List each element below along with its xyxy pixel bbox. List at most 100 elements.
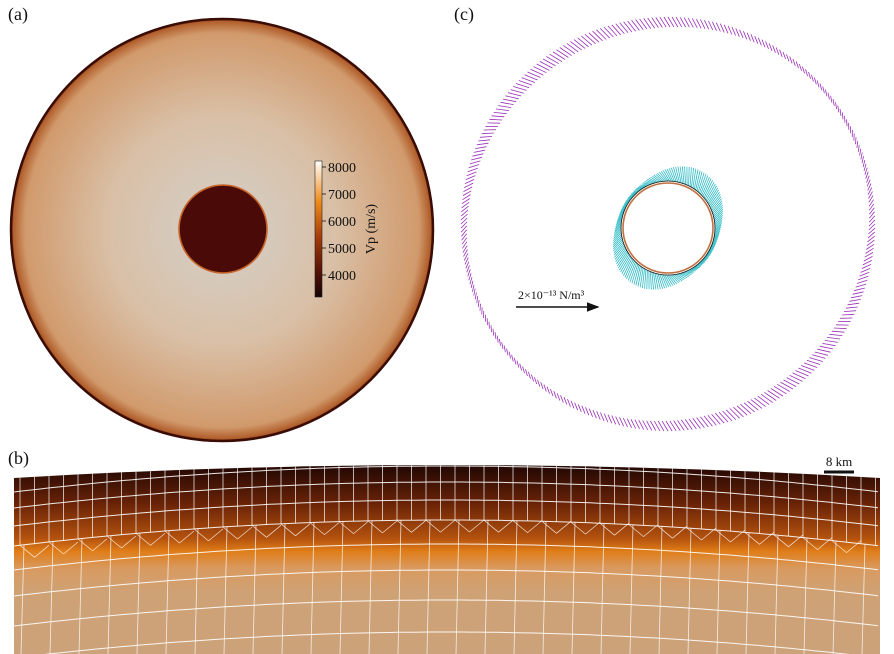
inner-force-vector [675,273,684,281]
outer-force-vector [683,17,690,28]
outer-force-vector [650,420,657,431]
colorbar-tick-label: 5000 [328,242,356,257]
outer-force-vector [786,377,800,385]
outer-force-vector [829,333,843,336]
inner-force-vector [627,195,635,199]
inner-force-vector [635,188,642,191]
outer-force-vector [611,24,621,36]
inner-force-vector [658,171,667,182]
inner-force-vector [632,190,640,193]
inner-force-vector [714,221,723,229]
inner-force-vector [694,265,701,268]
mesh-transition-line [469,519,485,533]
mesh-transition-line [440,519,456,533]
outer-force-vector [795,61,799,69]
inner-force-vector [624,259,634,278]
inner-force-vector [613,227,622,235]
outer-force-vector [505,95,519,100]
inner-force-vector [714,217,723,225]
mesh-transition-line [34,545,50,558]
inner-force-vector [700,259,707,263]
outer-force-vector [795,370,809,377]
inner-force-vector [613,232,622,241]
outer-force-vector [506,348,509,356]
inner-force-vector [687,270,695,273]
inner-force-vectors [612,166,724,290]
mesh-transition-line [382,520,398,534]
outer-force-vector [607,25,618,37]
outer-force-vector [837,105,840,113]
inner-force-vector [691,167,694,188]
scale-bar: 8 km [824,454,854,474]
outer-force-vector [764,392,777,401]
outer-force-vector [715,412,725,424]
inner-force-vector [645,180,654,184]
inner-force-vector [714,226,722,234]
inner-force-vector [714,219,723,227]
outer-force-vector [502,98,517,103]
mesh-layer-line [14,465,879,493]
outer-force-vector [550,388,554,397]
mesh-transition-line [527,520,543,533]
outer-force-vector [856,140,859,149]
outer-force-vector [599,28,611,39]
outer-force-vector [740,404,752,414]
outer-force-vector [461,205,469,213]
mesh-grid [14,465,879,654]
outer-force-vector [655,17,663,28]
outer-force-vector [843,310,857,312]
mesh-column-line [716,530,721,654]
mesh-transition-line [367,520,383,534]
outer-force-vector [841,112,844,120]
outer-force-vector [696,18,702,29]
inner-force-vector [621,204,628,209]
inner-force-vector [692,168,697,189]
outer-force-vector [469,160,481,165]
inner-force-vector [614,222,622,230]
outer-force-vector [476,296,479,304]
outer-force-vector [757,37,762,46]
inner-force-vector [714,213,723,222]
outer-force-vector [830,95,833,103]
inner-force-vector [705,251,712,256]
inner-force-vector [669,274,678,285]
outer-force-vector [478,139,491,142]
mesh-transition-line [295,523,311,537]
inner-force-vector [713,232,720,239]
outer-force-vector [663,16,671,28]
outer-force-vector [464,182,474,188]
inner-force-vector [615,248,627,263]
inner-force-vector [623,258,633,276]
inner-force-vector [619,210,625,216]
inner-force-vector [616,217,623,224]
outer-force-vector [460,221,468,229]
outer-force-vector [729,408,740,419]
outer-force-vector [868,195,874,203]
mesh-transition-line [831,540,847,553]
inner-force-vector [613,240,624,252]
inner-force-vector [616,249,627,265]
colorbar: 8000 7000 6000 5000 4000 Vp (m/s) [314,160,379,298]
outer-force-vector [811,74,814,82]
outer-force-vector [727,25,733,35]
inner-force-vector [688,166,690,186]
outer-force-vector [462,194,471,201]
inner-force-vector [706,250,713,255]
outer-force-vector [865,247,874,254]
outer-force-vector [465,175,476,180]
inner-force-vector [621,256,632,275]
outer-force-vector [473,288,476,296]
outer-force-vector [761,39,766,48]
outer-force-vector [534,377,538,385]
inner-force-vector [684,166,686,185]
mesh-column-line [339,521,344,654]
outer-force-vector [581,405,586,414]
mesh-transition-line [541,521,557,534]
outer-force-vector [767,390,780,399]
inner-force-vector [617,252,629,269]
outer-force-vector [831,330,845,333]
outer-force-vector [822,86,825,94]
inner-force-vector [646,270,648,290]
outer-force-vector [542,58,556,67]
outer-force-vector [673,420,681,431]
